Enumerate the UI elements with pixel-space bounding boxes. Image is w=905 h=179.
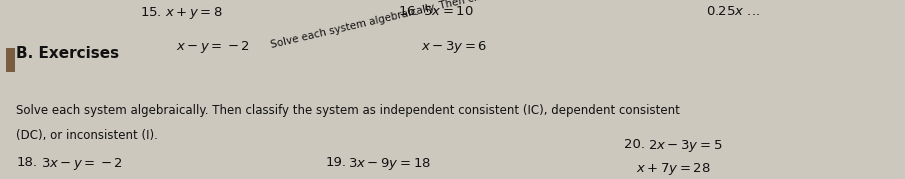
Text: Solve each system algebraically. Then classify the system as independent consist: Solve each system algebraically. Then cl… bbox=[270, 0, 843, 50]
Text: 16. $5x = 10$: 16. $5x = 10$ bbox=[398, 5, 474, 18]
Text: $3x + y = 2$: $3x + y = 2$ bbox=[43, 177, 110, 179]
Text: 19.: 19. bbox=[326, 156, 347, 169]
Text: B. Exercises: B. Exercises bbox=[16, 46, 119, 61]
Text: Solve each system algebraically. Then classify the system as independent consist: Solve each system algebraically. Then cl… bbox=[16, 104, 681, 117]
Text: $0.25x$ ...: $0.25x$ ... bbox=[706, 5, 760, 18]
Text: $x - y = -2$: $x - y = -2$ bbox=[176, 39, 251, 55]
Text: 20.: 20. bbox=[624, 138, 645, 151]
Text: 15. $x + y = 8$: 15. $x + y = 8$ bbox=[140, 5, 224, 21]
Text: (DC), or inconsistent (I).: (DC), or inconsistent (I). bbox=[16, 129, 158, 142]
Bar bbox=[6, 48, 15, 72]
Text: 18.: 18. bbox=[16, 156, 37, 169]
Text: $2x - 3y = 5$: $2x - 3y = 5$ bbox=[648, 138, 722, 154]
Text: $3x - y = -2$: $3x - y = -2$ bbox=[41, 156, 123, 172]
Text: $x + 7y = 28$: $x + 7y = 28$ bbox=[636, 161, 711, 177]
Text: $x - 3y = 6$: $x - 3y = 6$ bbox=[421, 39, 487, 55]
Text: $3x - 9y = 18$: $3x - 9y = 18$ bbox=[348, 156, 432, 172]
Text: $2x + 2y = 4$: $2x + 2y = 4$ bbox=[351, 177, 426, 179]
